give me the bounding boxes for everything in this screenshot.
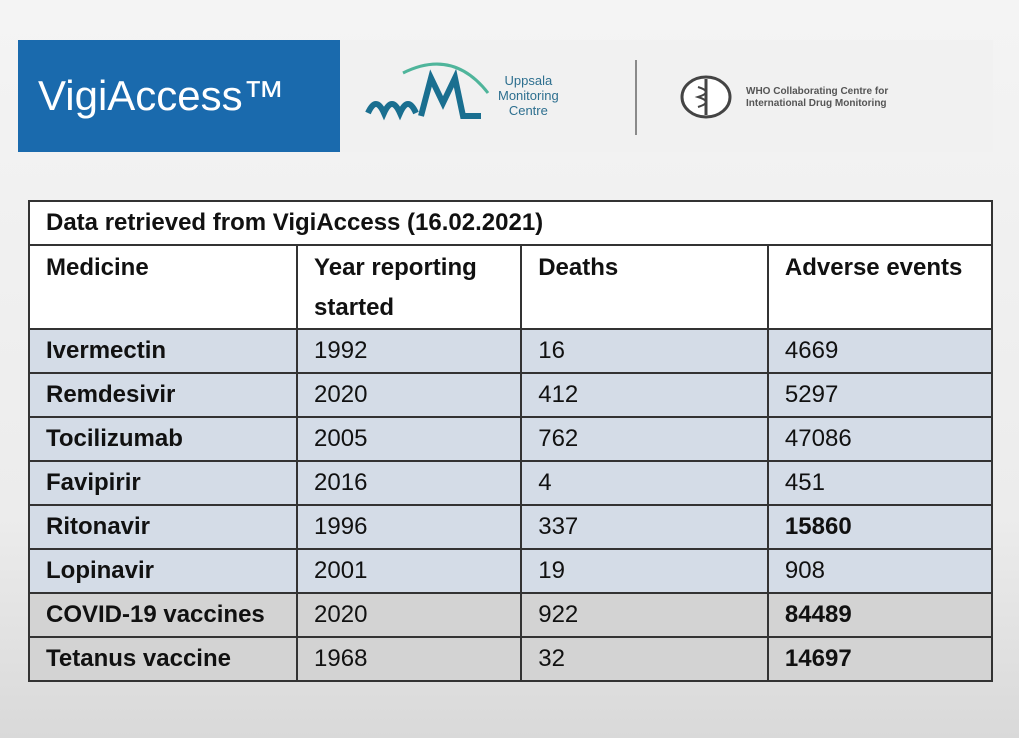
row: Favipirir 2016 4 451 bbox=[27, 460, 994, 506]
row: Ritonavir 1996 337 15860 bbox=[27, 504, 994, 550]
cell: 908 bbox=[766, 548, 994, 594]
row: Lopinavir 2001 19 908 bbox=[27, 548, 994, 594]
cell: 19 bbox=[520, 548, 769, 594]
umc-text: Uppsala Monitoring Centre bbox=[498, 73, 559, 118]
cell: Ivermectin bbox=[27, 328, 299, 374]
row: Tocilizumab 2005 762 47086 bbox=[27, 416, 994, 462]
cell: 15860 bbox=[766, 504, 994, 550]
umc-logo bbox=[365, 62, 490, 121]
who-line: International Drug Monitoring bbox=[746, 98, 887, 109]
cell: 84489 bbox=[766, 592, 994, 638]
column-header: Deaths bbox=[520, 244, 769, 330]
cell: 4669 bbox=[766, 328, 994, 374]
umc-arc bbox=[402, 62, 490, 94]
banner: VigiAccess™ Uppsala Monitoring Centre WH… bbox=[18, 40, 993, 152]
umc-m bbox=[418, 68, 481, 119]
data-table: Data retrieved from VigiAccess (16.02.20… bbox=[27, 200, 994, 682]
cell: 16 bbox=[520, 328, 769, 374]
umc-line: Centre bbox=[508, 103, 548, 118]
cell: 2016 bbox=[296, 460, 523, 506]
cell: 14697 bbox=[766, 636, 994, 682]
cell: COVID-19 vaccines bbox=[27, 592, 299, 638]
cell: 2005 bbox=[296, 416, 523, 462]
cell: 2020 bbox=[296, 372, 523, 418]
cell: Favipirir bbox=[27, 460, 299, 506]
cell: Ritonavir bbox=[27, 504, 299, 550]
header-row: Medicine Year reporting started Deaths A… bbox=[27, 244, 994, 330]
cell: 32 bbox=[520, 636, 769, 682]
column-header: Adverse events bbox=[766, 244, 994, 330]
cell: Tetanus vaccine bbox=[27, 636, 299, 682]
row: COVID-19 vaccines 2020 922 84489 bbox=[27, 592, 994, 638]
caption: Data retrieved from VigiAccess (16.02.20… bbox=[28, 200, 993, 246]
separator bbox=[635, 60, 637, 135]
cell: 412 bbox=[520, 372, 769, 418]
who-text: WHO Collaborating Centre for Internation… bbox=[746, 86, 888, 110]
cell: Tocilizumab bbox=[27, 416, 299, 462]
cell: 762 bbox=[520, 416, 769, 462]
cell: 4 bbox=[520, 460, 769, 506]
cell: 1992 bbox=[296, 328, 523, 374]
cell: 922 bbox=[520, 592, 769, 638]
who-line: WHO Collaborating Centre for bbox=[746, 86, 889, 97]
umc-wave bbox=[365, 101, 419, 121]
column-header: Medicine bbox=[27, 244, 299, 330]
cell: Remdesivir bbox=[27, 372, 299, 418]
caption-row: Data retrieved from VigiAccess (16.02.20… bbox=[28, 200, 993, 246]
cell: 451 bbox=[766, 460, 994, 506]
who-snake bbox=[694, 86, 707, 108]
row: Tetanus vaccine 1968 32 14697 bbox=[27, 636, 994, 682]
umc-line: Uppsala bbox=[504, 73, 553, 88]
column-header: Year reporting started bbox=[296, 244, 523, 330]
cell: 337 bbox=[520, 504, 769, 550]
cell: Lopinavir bbox=[27, 548, 299, 594]
cell: 1968 bbox=[296, 636, 523, 682]
cell: 2001 bbox=[296, 548, 523, 594]
row: Ivermectin 1992 16 4669 bbox=[27, 328, 994, 374]
cell: 2020 bbox=[296, 592, 523, 638]
cell: 47086 bbox=[766, 416, 994, 462]
cell: 1996 bbox=[296, 504, 523, 550]
who-emblem bbox=[680, 75, 732, 119]
cell: 5297 bbox=[766, 372, 994, 418]
brand: VigiAccess™ bbox=[18, 40, 340, 152]
umc-line: Monitoring bbox=[498, 88, 559, 103]
row: Remdesivir 2020 412 5297 bbox=[27, 372, 994, 418]
